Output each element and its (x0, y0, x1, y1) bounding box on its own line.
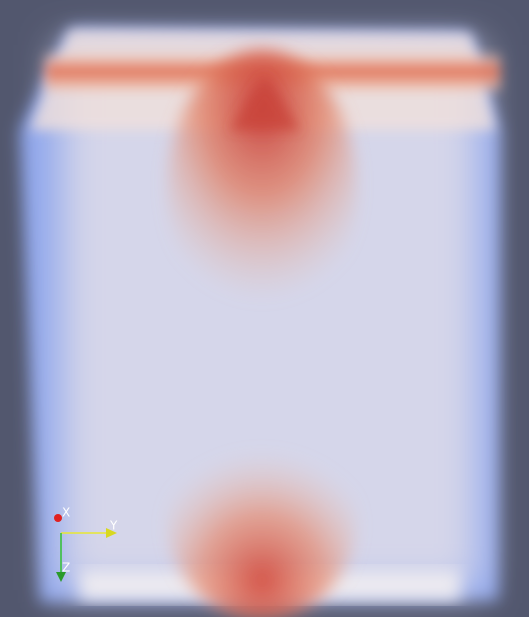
z-arrow (56, 572, 66, 582)
x-label: X (62, 506, 70, 520)
z-label: Z (62, 561, 70, 575)
upper-hotspot (167, 50, 357, 330)
lower-hotspot (167, 420, 357, 617)
upper-cone (230, 75, 300, 130)
x-axis-marker (54, 514, 62, 522)
orientation-axes: X Y Z (54, 506, 118, 582)
y-arrow (106, 528, 117, 538)
y-label: Y (109, 519, 118, 533)
volume (20, 28, 500, 617)
